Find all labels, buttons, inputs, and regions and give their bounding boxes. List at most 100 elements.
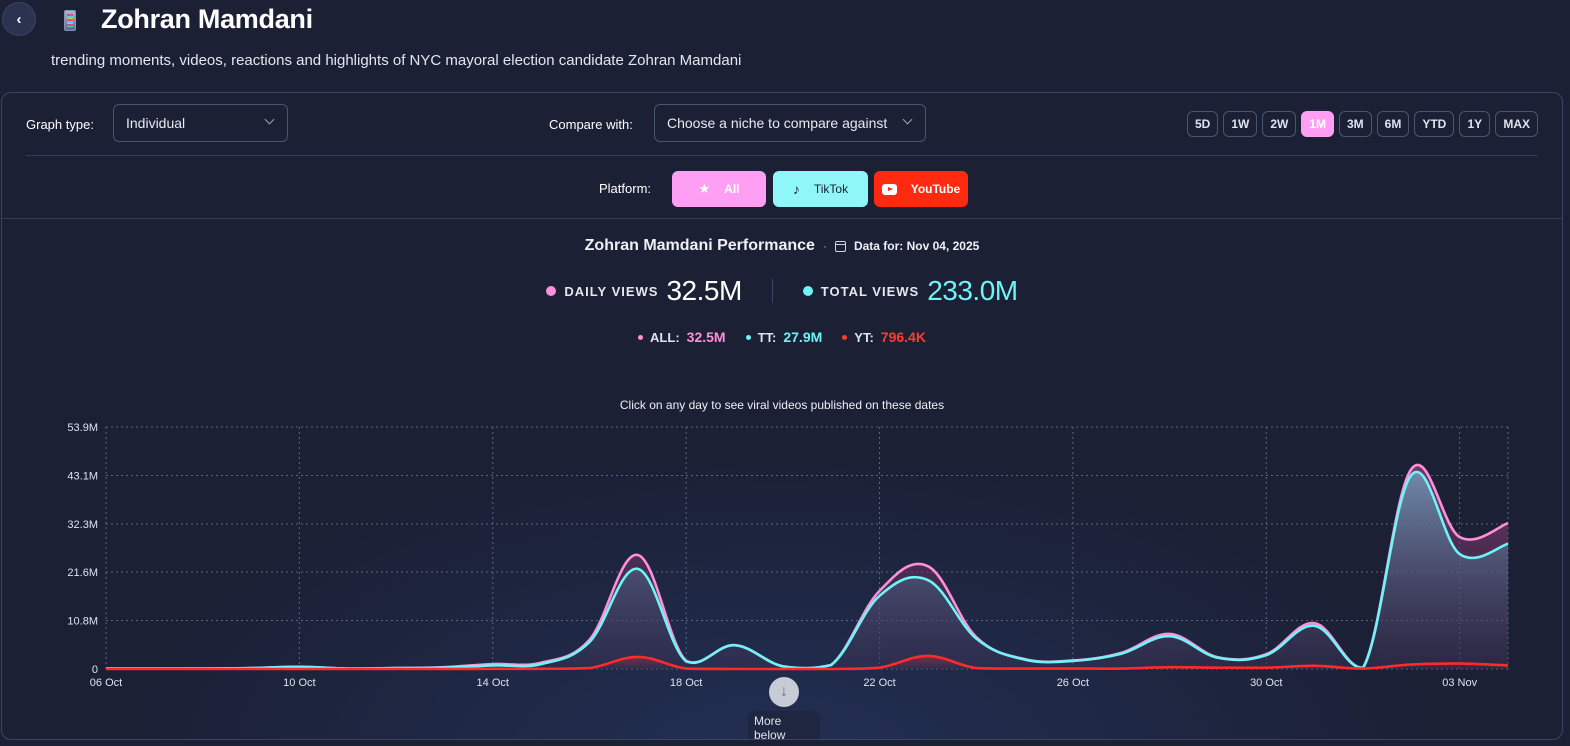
day-hit-target[interactable] xyxy=(1484,427,1532,669)
x-tick-label: 14 Oct xyxy=(477,677,509,689)
y-tick-label: 10.8M xyxy=(67,616,98,628)
total-views-dot xyxy=(802,286,813,296)
more-below-button[interactable]: ↓ More below xyxy=(748,677,820,739)
day-hit-target[interactable] xyxy=(1097,427,1145,669)
day-hit-target[interactable] xyxy=(1435,427,1483,669)
divider xyxy=(26,155,1538,156)
day-hit-target[interactable] xyxy=(904,427,952,669)
range-6m[interactable]: 6M xyxy=(1376,111,1410,137)
day-hit-target[interactable] xyxy=(179,427,227,669)
day-hit-target[interactable] xyxy=(227,427,275,669)
x-tick-label: 26 Oct xyxy=(1057,677,1089,689)
total-views-value: 233.0M xyxy=(927,275,1018,306)
x-axis: 06 Oct 10 Oct 14 Oct 18 Oct 22 Oct 26 Oct 30 O… xyxy=(90,677,1478,689)
range-2w[interactable]: 2W xyxy=(1262,111,1297,137)
x-tick-label: 10 Oct xyxy=(283,677,315,689)
range-3m[interactable]: 3M xyxy=(1338,111,1372,137)
day-hit-target[interactable] xyxy=(565,427,613,669)
day-hit-target[interactable] xyxy=(1000,427,1048,669)
graph-type-select[interactable]: Individual xyxy=(113,104,288,142)
breakdown-all: ALL: 32.5M xyxy=(638,329,726,345)
views-chart[interactable]: 0 10.8M 21.6M 32.3M 43.1M 53.9M 06 Oct 10 Oct 1… xyxy=(2,93,1563,740)
divider xyxy=(2,218,1562,219)
tiktok-dot xyxy=(745,334,751,340)
platform-all-label: All xyxy=(724,182,740,196)
chart-title: Zohran Mamdani Performance xyxy=(584,237,815,254)
daily-views-dot xyxy=(546,286,557,296)
compare-select[interactable]: Choose a niche to compare against xyxy=(654,104,926,142)
y-tick-label: 0 xyxy=(92,664,98,676)
range-max[interactable]: MAX xyxy=(1495,111,1538,137)
day-hit-target[interactable] xyxy=(662,427,710,669)
platform-tiktok-button[interactable]: ♪ TikTok xyxy=(773,171,868,207)
day-hit-target[interactable] xyxy=(855,427,903,669)
total-views-stat: TOTAL VIEWS 233.0M xyxy=(802,275,1018,307)
platform-breakdown: ALL: 32.5M TT: 27.9M YT: 796.4K xyxy=(2,329,1562,345)
tiktok-icon: ♪ xyxy=(792,181,800,197)
daily-views-value: 32.5M xyxy=(666,275,742,306)
platform-row: Platform: ★ All ♪ TikTok YouTube xyxy=(2,171,1562,207)
range-ytd[interactable]: YTD xyxy=(1414,111,1455,137)
stats-row: DAILY VIEWS 32.5M TOTAL VIEWS 233.0M xyxy=(2,275,1562,307)
day-hit-target[interactable] xyxy=(372,427,420,669)
chart-lines xyxy=(106,464,1509,671)
day-hit-target[interactable] xyxy=(1290,427,1338,669)
x-tick-label: 22 Oct xyxy=(863,677,895,689)
day-hit-target[interactable] xyxy=(1194,427,1242,669)
time-range-group: 5D 1W 2W 1M 3M 6M YTD 1Y MAX xyxy=(1186,111,1538,137)
day-hit-target[interactable] xyxy=(1242,427,1290,669)
day-hit-target[interactable] xyxy=(275,427,323,669)
day-hit-target[interactable] xyxy=(82,427,130,669)
chevron-left-icon: ‹ xyxy=(16,10,22,28)
range-1y[interactable]: 1Y xyxy=(1459,111,1491,137)
daily-views-label: DAILY VIEWS xyxy=(564,283,659,299)
y-tick-label: 32.3M xyxy=(67,519,98,531)
range-5d[interactable]: 5D xyxy=(1186,111,1219,137)
day-hit-target[interactable] xyxy=(614,427,662,669)
total-views-label: TOTAL VIEWS xyxy=(820,283,920,299)
day-hit-target[interactable] xyxy=(324,427,372,669)
breakdown-tiktok: TT: 27.9M xyxy=(745,329,822,345)
phone-emoji-icon xyxy=(64,10,76,31)
data-date: Data for: Nov 04, 2025 xyxy=(853,239,980,253)
day-hit-target[interactable] xyxy=(1145,427,1193,669)
platform-youtube-label: YouTube xyxy=(910,182,961,196)
day-hit-target[interactable] xyxy=(469,427,517,669)
performance-panel: Graph type: Individual Compare with: Cho… xyxy=(1,92,1563,740)
day-hit-target[interactable] xyxy=(710,427,758,669)
day-hit-target[interactable] xyxy=(759,427,807,669)
compare-label: Compare with: xyxy=(549,117,633,132)
breakdown-all-value: 32.5M xyxy=(686,329,726,345)
star-icon: ★ xyxy=(698,181,711,196)
platform-youtube-button[interactable]: YouTube xyxy=(874,171,968,207)
breakdown-all-label: ALL: xyxy=(650,329,680,345)
breakdown-tiktok-label: TT: xyxy=(757,329,777,345)
chart-header: Zohran Mamdani Performance · Data for: N… xyxy=(2,237,1562,255)
day-hit-targets xyxy=(82,427,1532,671)
all-dot xyxy=(638,334,644,340)
day-hit-target[interactable] xyxy=(807,427,855,669)
day-hit-target[interactable] xyxy=(517,427,565,669)
back-button[interactable]: ‹ xyxy=(2,2,36,36)
y-tick-label: 43.1M xyxy=(67,470,98,482)
day-hit-target[interactable] xyxy=(1049,427,1097,669)
line-youtube xyxy=(106,654,1509,671)
breakdown-youtube-label: YT: xyxy=(854,329,874,345)
y-axis: 0 10.8M 21.6M 32.3M 43.1M 53.9M xyxy=(67,422,98,676)
daily-views-stat: DAILY VIEWS 32.5M xyxy=(546,275,742,307)
day-hit-target[interactable] xyxy=(130,427,178,669)
range-1m[interactable]: 1M xyxy=(1301,111,1334,137)
y-tick-label: 21.6M xyxy=(67,567,98,579)
page-title: Zohran Mamdani xyxy=(101,4,313,34)
calendar-icon xyxy=(834,240,846,252)
platform-tiktok-label: TikTok xyxy=(813,182,849,196)
day-hit-target[interactable] xyxy=(1387,427,1435,669)
day-hit-target[interactable] xyxy=(952,427,1000,669)
platform-all-button[interactable]: ★ All xyxy=(672,171,766,207)
day-hit-target[interactable] xyxy=(420,427,468,669)
day-hit-target[interactable] xyxy=(1339,427,1387,669)
breakdown-youtube: YT: 796.4K xyxy=(842,329,926,345)
platform-label: Platform: xyxy=(599,181,652,196)
range-1w[interactable]: 1W xyxy=(1223,111,1258,137)
arrow-down-icon: ↓ xyxy=(769,677,799,707)
